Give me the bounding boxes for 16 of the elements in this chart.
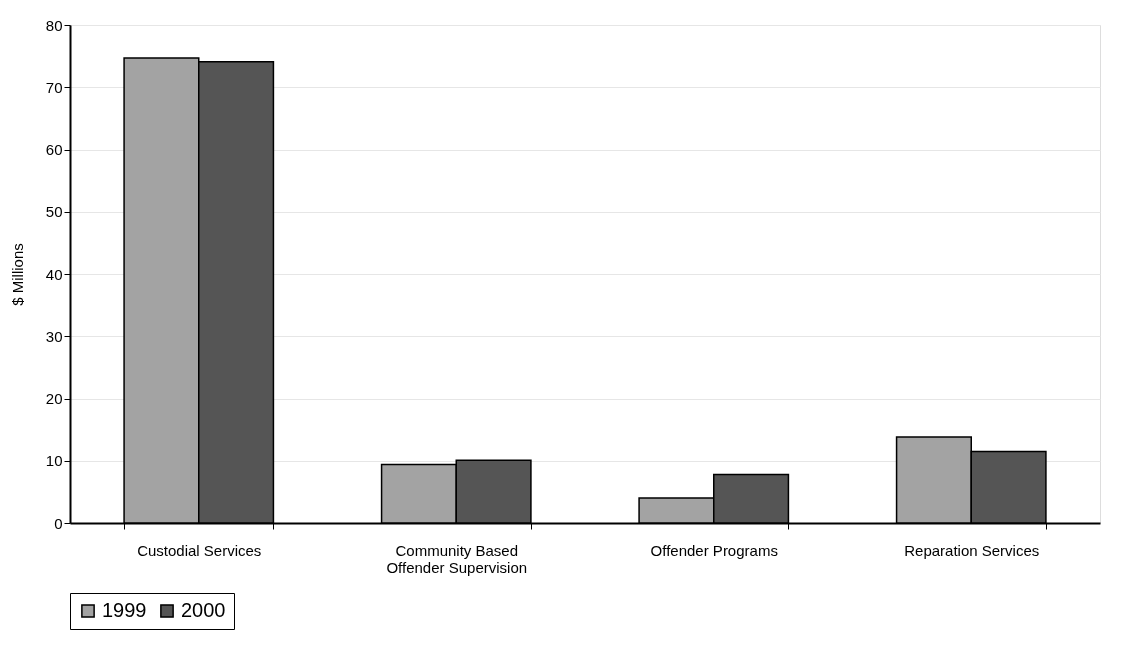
- x-tick-label: Offender Programs: [650, 541, 778, 559]
- y-axis-title: $ Millions: [8, 243, 26, 306]
- y-tick-label: 80: [45, 16, 63, 34]
- legend-label: 2000: [181, 599, 226, 621]
- y-tick-label: 50: [45, 203, 63, 221]
- y-tick-label: 40: [45, 265, 63, 283]
- legend-label: 1999: [102, 599, 147, 621]
- y-tick-label: 60: [45, 141, 63, 158]
- x-tick-label: Reparation Services: [904, 541, 1040, 559]
- y-tick-label: 10: [45, 452, 63, 470]
- y-tick-label: 20: [45, 390, 63, 407]
- y-tick-label: 70: [45, 78, 63, 96]
- y-tick-label: 0: [54, 514, 63, 532]
- y-tick-label: 30: [45, 327, 63, 345]
- x-tick-label: Community Based Offender Supervision: [386, 541, 528, 576]
- x-tick-label: Custodial Services: [137, 541, 262, 559]
